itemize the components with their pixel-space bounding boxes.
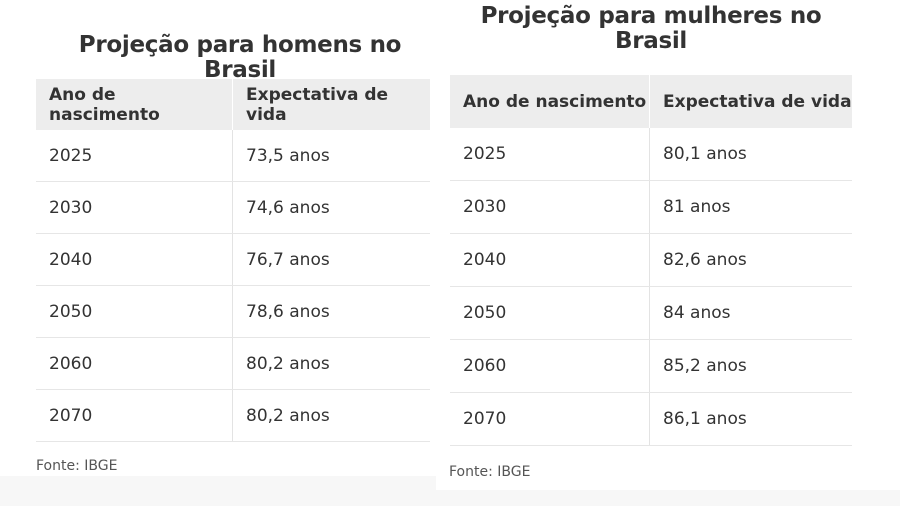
table-header-row: Ano de nascimento Expectativa de vida bbox=[450, 75, 852, 128]
birth-year-cell: 2030 bbox=[450, 180, 650, 234]
women-title-line-2: Brasil bbox=[614, 28, 688, 54]
life-expectancy-cell: 74,6 anos bbox=[232, 181, 430, 234]
women-projection-panel: Projeção para mulheres no Brasil Ano de … bbox=[436, 0, 900, 490]
birth-year-cell: 2050 bbox=[36, 285, 233, 338]
men-source-note: Fonte: IBGE bbox=[36, 458, 118, 474]
birth-year-cell: 2040 bbox=[36, 233, 233, 286]
birth-year-cell: 2040 bbox=[450, 233, 650, 287]
birth-year-cell: 2070 bbox=[36, 389, 233, 442]
header-birth-year: Ano de nascimento bbox=[36, 79, 233, 130]
table-row: 2040 76,7 anos bbox=[36, 233, 430, 286]
header-birth-year: Ano de nascimento bbox=[450, 75, 650, 128]
life-expectancy-cell: 80,2 anos bbox=[232, 337, 430, 390]
men-life-expectancy-table: Ano de nascimento Expectativa de vida 20… bbox=[36, 79, 430, 442]
life-expectancy-cell: 73,5 anos bbox=[232, 130, 430, 182]
birth-year-cell: 2060 bbox=[36, 337, 233, 390]
women-table-title: Projeção para mulheres no Brasil bbox=[466, 4, 836, 54]
birth-year-cell: 2050 bbox=[450, 286, 650, 340]
table-row: 2030 81 anos bbox=[450, 180, 852, 234]
life-expectancy-cell: 84 anos bbox=[649, 286, 852, 340]
life-expectancy-cell: 85,2 anos bbox=[649, 339, 852, 393]
birth-year-cell: 2025 bbox=[36, 130, 233, 182]
table-row: 2030 74,6 anos bbox=[36, 181, 430, 234]
life-expectancy-cell: 80,1 anos bbox=[649, 128, 852, 181]
women-title-line-1: Projeção para mulheres no bbox=[480, 3, 822, 29]
birth-year-cell: 2070 bbox=[450, 392, 650, 446]
life-expectancy-cell: 86,1 anos bbox=[649, 392, 852, 446]
life-expectancy-cell: 82,6 anos bbox=[649, 233, 852, 287]
header-life-expectancy: Expectativa de vida bbox=[232, 79, 430, 130]
table-row: 2070 80,2 anos bbox=[36, 389, 430, 442]
table-row: 2050 78,6 anos bbox=[36, 285, 430, 338]
table-row: 2070 86,1 anos bbox=[450, 392, 852, 446]
birth-year-cell: 2025 bbox=[450, 128, 650, 181]
life-expectancy-cell: 78,6 anos bbox=[232, 285, 430, 338]
men-projection-panel: Projeção para homens no Brasil Ano de na… bbox=[22, 30, 448, 476]
life-expectancy-cell: 76,7 anos bbox=[232, 233, 430, 286]
table-row: 2025 73,5 anos bbox=[36, 130, 430, 182]
header-life-expectancy: Expectativa de vida bbox=[649, 75, 852, 128]
table-row: 2060 85,2 anos bbox=[450, 339, 852, 393]
table-row: 2040 82,6 anos bbox=[450, 233, 852, 287]
life-expectancy-cell: 80,2 anos bbox=[232, 389, 430, 442]
birth-year-cell: 2030 bbox=[36, 181, 233, 234]
men-table-title: Projeção para homens no Brasil bbox=[78, 32, 402, 83]
women-source-note: Fonte: IBGE bbox=[449, 464, 531, 480]
table-row: 2060 80,2 anos bbox=[36, 337, 430, 390]
table-row: 2025 80,1 anos bbox=[450, 128, 852, 181]
table-header-row: Ano de nascimento Expectativa de vida bbox=[36, 79, 430, 130]
birth-year-cell: 2060 bbox=[450, 339, 650, 393]
women-life-expectancy-table: Ano de nascimento Expectativa de vida 20… bbox=[450, 75, 852, 446]
table-row: 2050 84 anos bbox=[450, 286, 852, 340]
life-expectancy-cell: 81 anos bbox=[649, 180, 852, 234]
